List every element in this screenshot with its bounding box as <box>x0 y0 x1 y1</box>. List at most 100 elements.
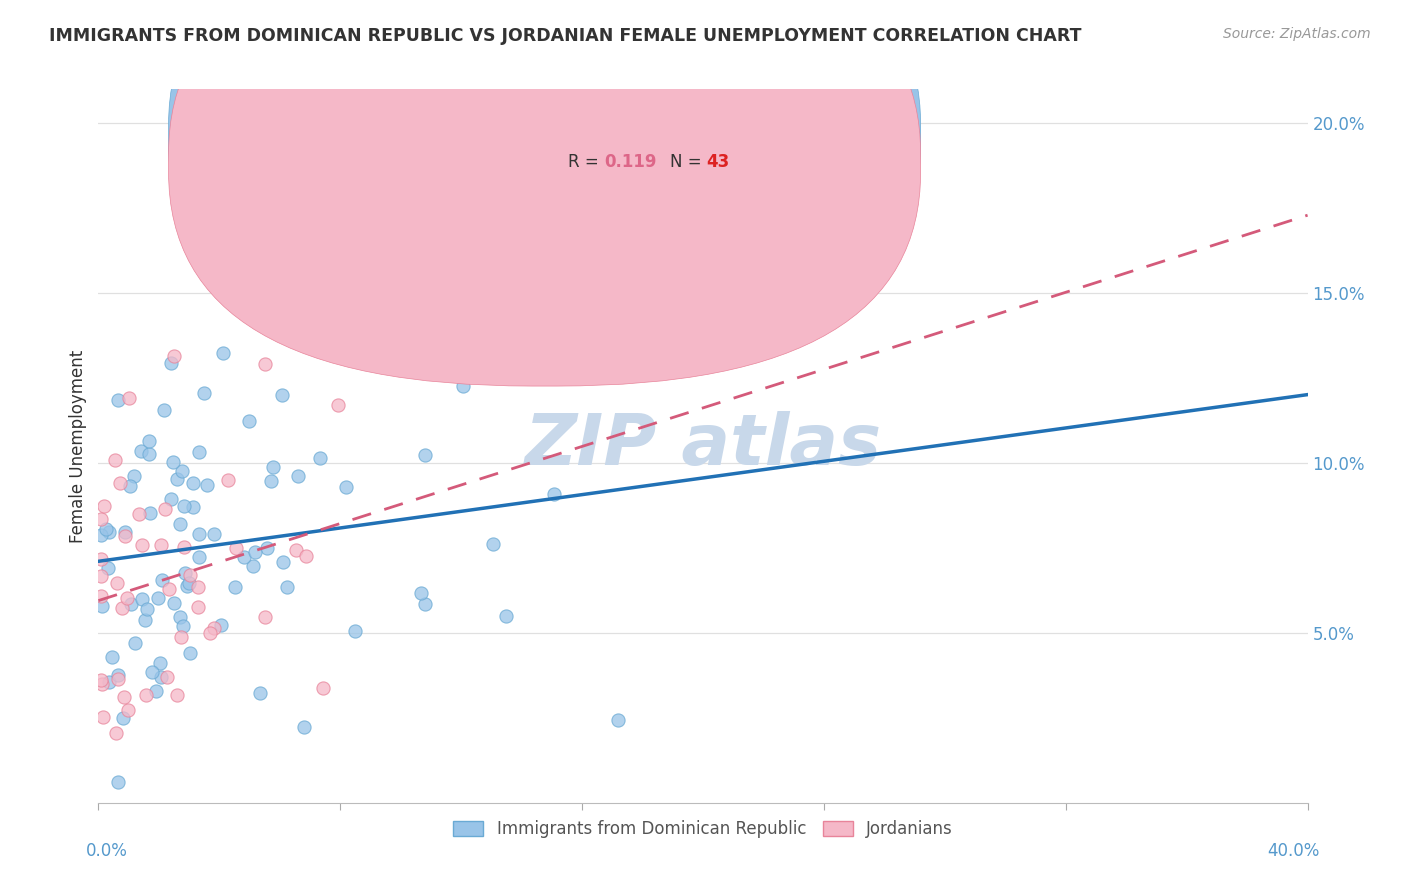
Point <box>90 673 112 688</box>
Point <box>193 386 215 401</box>
Point <box>131 538 153 552</box>
Point <box>225 541 247 556</box>
Point <box>173 500 195 514</box>
Point <box>170 631 193 645</box>
Point <box>114 529 136 543</box>
Point <box>107 392 129 407</box>
Point <box>90 511 112 525</box>
Point <box>93 500 115 514</box>
Point <box>138 434 160 449</box>
Point <box>163 350 186 364</box>
Text: R =: R = <box>568 125 599 143</box>
Text: IMMIGRANTS FROM DOMINICAN REPUBLIC VS JORDANIAN FEMALE UNEMPLOYMENT CORRELATION : IMMIGRANTS FROM DOMINICAN REPUBLIC VS JO… <box>49 27 1081 45</box>
Point <box>224 580 246 594</box>
Point <box>176 579 198 593</box>
Point <box>173 540 195 554</box>
Point <box>187 580 209 594</box>
Point <box>254 357 277 371</box>
Text: Source: ZipAtlas.com: Source: ZipAtlas.com <box>1223 27 1371 41</box>
Y-axis label: Female Unemployment: Female Unemployment <box>69 350 87 542</box>
Point <box>156 670 179 684</box>
Point <box>138 506 160 520</box>
Point <box>482 537 505 551</box>
Point <box>111 601 134 615</box>
Point <box>118 479 141 493</box>
Point <box>94 521 117 535</box>
Point <box>260 474 283 488</box>
Point <box>262 459 284 474</box>
Point <box>326 398 349 412</box>
Point <box>90 552 112 566</box>
Point <box>160 491 183 506</box>
Point <box>114 525 136 540</box>
Point <box>107 775 129 789</box>
Point <box>112 711 135 725</box>
Point <box>98 675 121 690</box>
Point <box>233 549 256 564</box>
Point <box>287 469 309 483</box>
Text: R =: R = <box>568 153 599 171</box>
Text: N =: N = <box>671 153 702 171</box>
Point <box>256 541 278 555</box>
Point <box>188 526 211 541</box>
Point <box>97 525 120 540</box>
Point <box>134 613 156 627</box>
Point <box>169 516 191 531</box>
Point <box>90 528 112 542</box>
Point <box>124 636 146 650</box>
Point <box>146 591 169 605</box>
Point <box>242 558 264 573</box>
Text: N =: N = <box>671 125 702 143</box>
Point <box>209 618 232 632</box>
Point <box>451 378 474 392</box>
Point <box>294 549 316 563</box>
Point <box>120 598 142 612</box>
Point <box>122 469 145 483</box>
Point <box>271 555 294 569</box>
Point <box>162 455 184 469</box>
Point <box>129 444 152 458</box>
Point <box>202 621 225 635</box>
Point <box>117 703 139 717</box>
Point <box>91 710 114 724</box>
Point <box>105 575 128 590</box>
Point <box>136 602 159 616</box>
Point <box>135 688 157 702</box>
Point <box>195 477 218 491</box>
Text: 0.119: 0.119 <box>603 153 657 171</box>
Point <box>413 597 436 611</box>
Text: 81: 81 <box>707 125 730 143</box>
Point <box>510 328 533 343</box>
Point <box>91 677 114 691</box>
Point <box>179 647 201 661</box>
Point <box>90 599 112 613</box>
Point <box>150 670 173 684</box>
Point <box>115 591 138 605</box>
Point <box>149 538 172 552</box>
Point <box>188 444 211 458</box>
Point <box>212 346 235 360</box>
Point <box>198 626 221 640</box>
Point <box>495 608 517 623</box>
Point <box>312 681 335 696</box>
Point <box>153 501 176 516</box>
Point <box>107 667 129 681</box>
Point <box>606 713 628 727</box>
Point <box>169 610 191 624</box>
Point <box>179 568 201 582</box>
Point <box>409 585 432 599</box>
Point <box>243 545 266 559</box>
Point <box>249 686 271 700</box>
Point <box>138 448 160 462</box>
Point <box>172 619 194 633</box>
Point <box>100 649 122 664</box>
Point <box>276 581 298 595</box>
Point <box>112 690 135 705</box>
Point <box>174 566 197 580</box>
FancyBboxPatch shape <box>509 103 884 203</box>
Text: 0.0%: 0.0% <box>86 842 128 860</box>
Point <box>97 560 120 574</box>
Point <box>335 480 357 494</box>
Point <box>170 464 193 478</box>
Point <box>105 726 128 740</box>
